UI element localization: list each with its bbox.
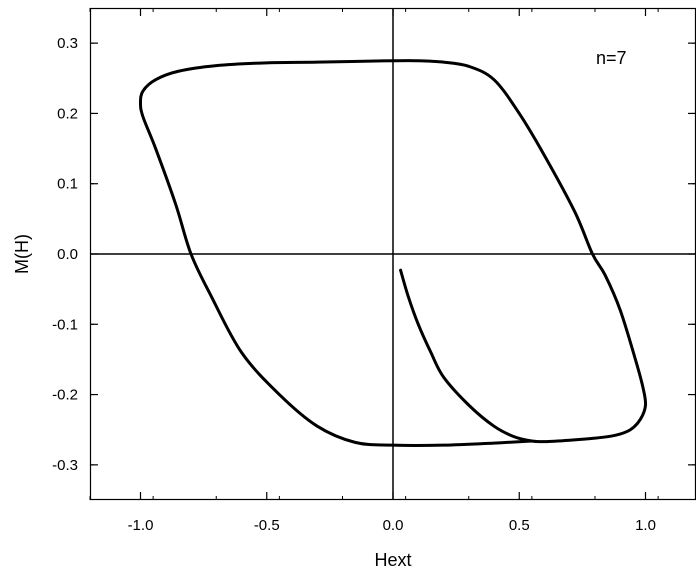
y-axis-label: M(H) (12, 234, 32, 274)
y-tick-label: 0.0 (57, 246, 78, 263)
hysteresis-curve (139, 59, 648, 447)
x-axis-label: Hext (374, 550, 411, 570)
x-tick-label: -0.5 (254, 517, 280, 534)
y-tick-label: -0.1 (52, 316, 78, 333)
y-tick-label: -0.3 (52, 457, 78, 474)
x-tick-label: -1.0 (128, 517, 154, 534)
ticks-layer: -1.0 -0.5 0.0 0.5 1.0 0.3 0.2 0.1 0.0 -0.1 -0.2 -0.… (52, 8, 696, 534)
y-tick-label: 0.3 (57, 35, 78, 52)
series-layer (139, 59, 648, 447)
y-tick-label: 0.1 (57, 176, 78, 193)
x-tick-label: 0.0 (383, 517, 404, 534)
labels-layer: Hext M(H) n=7 (12, 48, 627, 570)
y-tick-label: -0.2 (52, 387, 78, 404)
zero-lines (90, 8, 696, 500)
y-tick-label: 0.2 (57, 105, 78, 122)
x-tick-label: 1.0 (635, 517, 656, 534)
x-tick-label: 0.5 (509, 517, 530, 534)
annotation-n: n=7 (596, 48, 627, 68)
